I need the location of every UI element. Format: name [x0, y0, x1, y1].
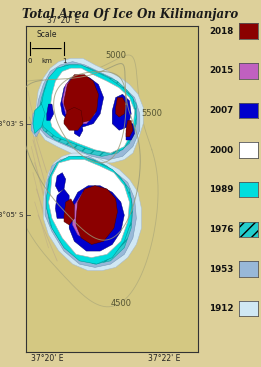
Polygon shape [49, 160, 129, 258]
Polygon shape [61, 75, 104, 127]
Text: 5500: 5500 [141, 109, 162, 119]
Text: 1989: 1989 [209, 185, 234, 194]
Text: 5000: 5000 [105, 51, 126, 59]
Text: 2018: 2018 [209, 27, 234, 36]
Polygon shape [78, 101, 97, 124]
Polygon shape [37, 62, 140, 160]
Text: 3°05' S: 3°05' S [0, 212, 23, 218]
Text: 1912: 1912 [209, 304, 234, 313]
Polygon shape [31, 108, 43, 137]
Polygon shape [64, 108, 83, 130]
Text: 1953: 1953 [209, 265, 234, 273]
Text: Total Area Of Ice On Kilimanjaro: Total Area Of Ice On Kilimanjaro [22, 8, 239, 21]
Polygon shape [112, 94, 131, 130]
Text: 0: 0 [27, 58, 32, 64]
Polygon shape [47, 104, 54, 120]
Polygon shape [47, 156, 133, 264]
Text: 2015: 2015 [209, 66, 234, 75]
Polygon shape [55, 173, 66, 192]
Text: 2000: 2000 [210, 146, 234, 155]
Text: 37°22' E: 37°22' E [148, 355, 181, 363]
Text: 37°20' E: 37°20' E [47, 16, 80, 25]
Polygon shape [73, 189, 110, 241]
Polygon shape [43, 153, 141, 271]
Polygon shape [38, 65, 136, 156]
Text: 1: 1 [62, 58, 66, 64]
Text: 1976: 1976 [209, 225, 234, 234]
Polygon shape [62, 78, 97, 124]
Polygon shape [126, 120, 133, 137]
Polygon shape [40, 65, 136, 153]
Polygon shape [55, 189, 69, 218]
Polygon shape [49, 68, 135, 153]
Polygon shape [45, 156, 136, 268]
Polygon shape [126, 124, 135, 140]
Text: Scale: Scale [37, 30, 57, 39]
Polygon shape [64, 199, 74, 225]
Polygon shape [31, 110, 41, 137]
Polygon shape [69, 186, 124, 251]
Text: 3°03' S: 3°03' S [0, 121, 23, 127]
Polygon shape [35, 58, 143, 163]
Polygon shape [64, 75, 98, 124]
Text: km: km [41, 58, 52, 64]
Polygon shape [76, 186, 117, 244]
Polygon shape [116, 98, 126, 117]
Text: 2007: 2007 [209, 106, 234, 115]
Polygon shape [74, 120, 83, 137]
Text: 37°20' E: 37°20' E [31, 355, 63, 363]
Polygon shape [47, 156, 131, 264]
Polygon shape [33, 104, 45, 134]
Text: 4500: 4500 [110, 299, 131, 308]
